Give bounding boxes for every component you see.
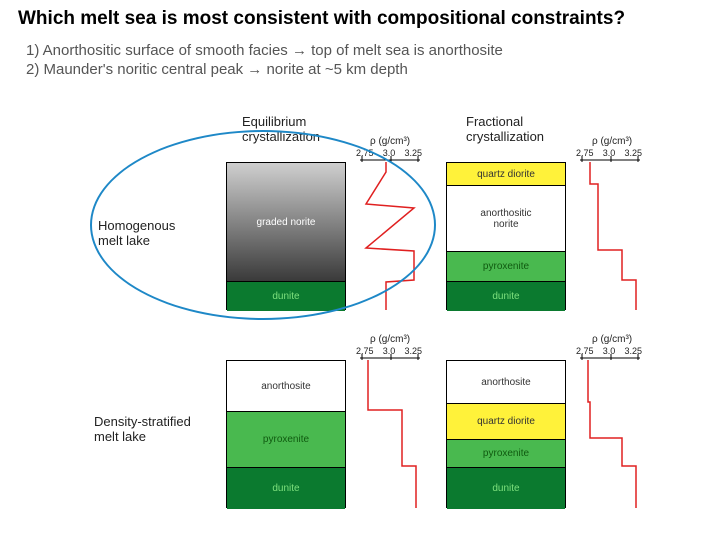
col-label-fractional: Fractional crystallization — [466, 114, 544, 144]
density-profile-C — [356, 346, 426, 508]
density-unit-label: ρ (g/cm³) — [370, 334, 410, 345]
layer: dunite — [447, 281, 565, 311]
row-label-stratified: Density-stratified melt lake — [94, 414, 191, 444]
layer: pyroxenite — [227, 411, 345, 467]
strat-column-C: anorthositepyroxenitedunite — [226, 360, 346, 508]
layer: dunite — [447, 467, 565, 509]
highlight-ellipse — [90, 130, 436, 320]
layer: anorthositic norite — [447, 185, 565, 251]
density-unit-label: ρ (g/cm³) — [592, 136, 632, 147]
strat-column-B: quartz dioriteanorthositic noritepyroxen… — [446, 162, 566, 310]
bullet-2: 2) Maunder's noritic central peak → nori… — [26, 61, 503, 78]
layer: quartz diorite — [447, 403, 565, 439]
density-unit-label: ρ (g/cm³) — [370, 136, 410, 147]
constraint-bullets: 1) Anorthositic surface of smooth facies… — [26, 42, 503, 80]
density-profile-B — [576, 148, 646, 310]
density-profile-D — [576, 346, 646, 508]
layer: dunite — [227, 467, 345, 509]
layer: pyroxenite — [447, 251, 565, 281]
layer: quartz diorite — [447, 163, 565, 185]
layer: pyroxenite — [447, 439, 565, 467]
layer: anorthosite — [227, 361, 345, 411]
bullet-1: 1) Anorthositic surface of smooth facies… — [26, 42, 503, 59]
layer: anorthosite — [447, 361, 565, 403]
density-unit-label: ρ (g/cm³) — [592, 334, 632, 345]
strat-column-D: anorthositequartz dioritepyroxenitedunit… — [446, 360, 566, 508]
page-title: Which melt sea is most consistent with c… — [18, 8, 625, 30]
